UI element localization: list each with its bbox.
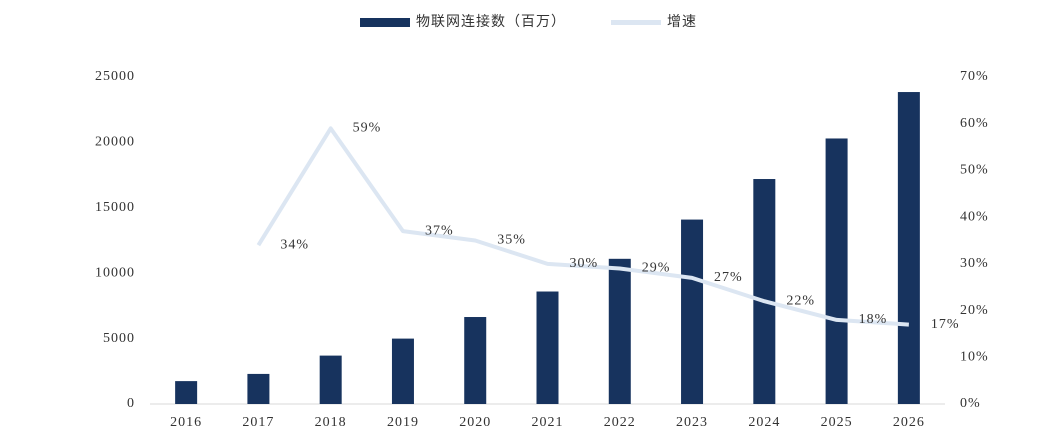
data-label: 37% xyxy=(425,223,454,238)
x-tick-label: 2016 xyxy=(170,415,202,430)
x-tick-label: 2018 xyxy=(315,415,347,430)
x-tick-label: 2017 xyxy=(242,415,274,430)
data-label: 18% xyxy=(859,312,888,327)
bar xyxy=(897,92,920,405)
y-tick-label: 15000 xyxy=(95,200,135,215)
bar xyxy=(608,258,631,404)
data-label: 35% xyxy=(497,233,526,248)
bar xyxy=(175,381,198,404)
data-label: 59% xyxy=(353,121,382,136)
bar xyxy=(825,138,848,404)
x-tick-label: 2024 xyxy=(748,415,780,430)
data-label: 27% xyxy=(714,270,743,285)
y2-tick-label: 70% xyxy=(960,69,989,84)
y2-tick-label: 10% xyxy=(960,350,989,365)
bar xyxy=(247,373,270,404)
bar xyxy=(536,291,559,404)
line xyxy=(256,126,909,327)
x-tick-label: 2025 xyxy=(821,415,853,430)
x-tick-label: 2023 xyxy=(676,415,708,430)
legend-label: 物联网连接数（百万） xyxy=(416,13,566,30)
x-tick-label: 2022 xyxy=(604,415,636,430)
bar xyxy=(464,317,487,404)
y2-tick-label: 30% xyxy=(960,256,989,271)
y2-tick-label: 20% xyxy=(960,303,989,318)
y2-tick-label: 40% xyxy=(960,209,989,224)
y-tick-label: 5000 xyxy=(103,331,135,346)
legend-swatch xyxy=(360,18,410,27)
bar xyxy=(391,338,414,404)
y2-tick-label: 0% xyxy=(960,396,981,411)
y-tick-label: 0 xyxy=(127,396,135,411)
x-tick-label: 2021 xyxy=(532,415,564,430)
data-label: 17% xyxy=(931,317,960,332)
legend-label: 增速 xyxy=(667,14,697,30)
bar xyxy=(319,355,342,404)
bar xyxy=(753,179,776,404)
y2-tick-label: 60% xyxy=(960,116,989,131)
bar xyxy=(681,219,704,404)
y-tick-label: 20000 xyxy=(95,135,135,150)
data-label: 34% xyxy=(280,237,309,252)
y-tick-label: 10000 xyxy=(95,265,135,280)
y-tick-label: 25000 xyxy=(95,69,135,84)
x-tick-label: 2026 xyxy=(893,415,925,430)
y2-tick-label: 50% xyxy=(960,163,989,178)
x-tick-label: 2020 xyxy=(459,415,491,430)
data-label: 29% xyxy=(642,261,671,276)
data-label: 22% xyxy=(786,293,815,308)
data-label: 30% xyxy=(570,256,599,271)
x-tick-label: 2019 xyxy=(387,415,419,430)
